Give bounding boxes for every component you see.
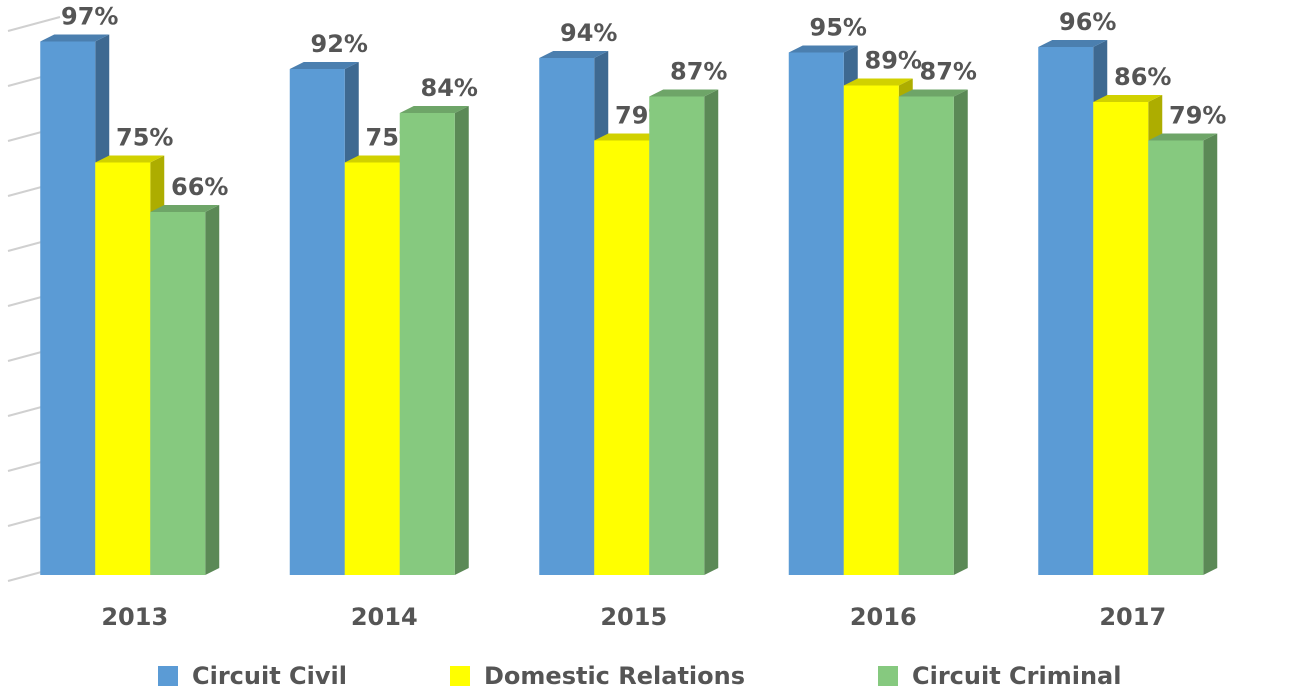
bar-side bbox=[704, 89, 719, 575]
data-label: 79% bbox=[1169, 102, 1226, 130]
bar-front bbox=[539, 58, 595, 575]
bar-top bbox=[40, 34, 110, 42]
data-label: 95% bbox=[810, 14, 867, 42]
data-label: 87% bbox=[920, 58, 977, 86]
bar-top bbox=[594, 133, 664, 141]
bar-top bbox=[788, 45, 858, 53]
bar-top bbox=[898, 89, 968, 97]
bar-top bbox=[95, 155, 165, 163]
legend-swatch bbox=[158, 666, 178, 686]
bar-top bbox=[539, 51, 609, 58]
bar bbox=[150, 205, 220, 575]
bar-side bbox=[454, 106, 469, 575]
bar-top bbox=[843, 78, 913, 86]
bar-front bbox=[594, 140, 650, 575]
bar-front bbox=[344, 162, 400, 575]
bar-top bbox=[1038, 40, 1108, 47]
legend-label: Domestic Relations bbox=[484, 662, 745, 690]
bar-side bbox=[205, 205, 220, 575]
data-label: 75% bbox=[116, 124, 173, 152]
data-label: 89% bbox=[865, 47, 922, 75]
legend-swatch bbox=[450, 666, 470, 686]
data-label: 97% bbox=[61, 3, 118, 31]
bar-side bbox=[1203, 133, 1218, 575]
bar-top bbox=[1148, 133, 1218, 141]
bar-front bbox=[1038, 47, 1094, 575]
x-tick-label: 2016 bbox=[850, 603, 917, 631]
bar-front bbox=[399, 113, 455, 575]
data-label: 66% bbox=[171, 173, 228, 201]
bar-top bbox=[1093, 95, 1163, 102]
data-label: 87% bbox=[670, 58, 727, 86]
data-label: 94% bbox=[560, 19, 617, 47]
bar-front bbox=[1093, 102, 1149, 575]
bar bbox=[898, 89, 968, 575]
bar-front bbox=[150, 212, 206, 575]
bar-side bbox=[953, 89, 968, 575]
bar-front bbox=[898, 96, 954, 575]
bar-front bbox=[843, 85, 899, 575]
legend-swatch bbox=[878, 666, 898, 686]
bar-front bbox=[95, 162, 151, 575]
bar bbox=[399, 106, 469, 575]
data-label: 86% bbox=[1114, 63, 1171, 91]
bar-top bbox=[150, 205, 220, 212]
bar-top bbox=[344, 155, 414, 163]
bar-front bbox=[40, 41, 96, 575]
legend-label: Circuit Criminal bbox=[912, 662, 1121, 690]
x-tick-label: 2015 bbox=[600, 603, 667, 631]
bar-front bbox=[649, 96, 705, 575]
bar-front bbox=[289, 69, 345, 575]
bar-top bbox=[399, 106, 469, 113]
data-label: 96% bbox=[1059, 8, 1116, 36]
bar-top bbox=[289, 62, 359, 69]
legend-label: Circuit Civil bbox=[192, 662, 347, 690]
bar bbox=[649, 89, 719, 575]
bar bbox=[539, 51, 609, 575]
x-tick-label: 2017 bbox=[1099, 603, 1166, 631]
bar-top bbox=[649, 89, 719, 97]
data-label: 92% bbox=[311, 30, 368, 58]
bar-front bbox=[788, 52, 844, 575]
bar-front bbox=[1148, 140, 1204, 575]
x-tick-label: 2014 bbox=[351, 603, 418, 631]
grid-line bbox=[7, 16, 61, 32]
data-label: 84% bbox=[421, 74, 478, 102]
bar bbox=[1148, 133, 1218, 575]
x-tick-label: 2013 bbox=[101, 603, 168, 631]
